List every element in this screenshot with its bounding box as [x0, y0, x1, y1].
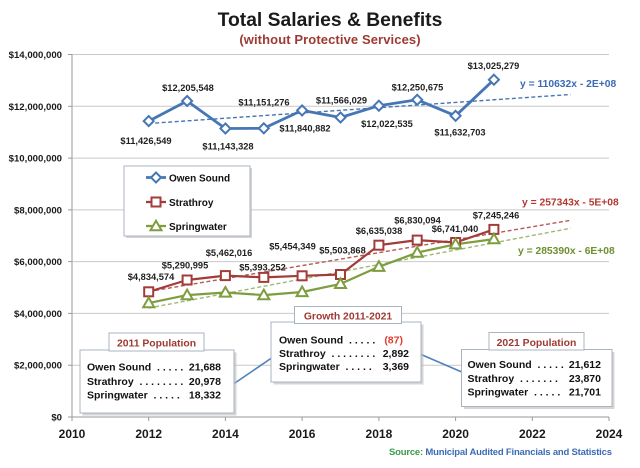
svg-text:20,978: 20,978	[189, 376, 221, 388]
svg-text:21,701: 21,701	[569, 387, 601, 399]
svg-text:$8,000,000: $8,000,000	[14, 205, 62, 216]
svg-text:2016: 2016	[289, 427, 316, 441]
svg-text:$12,250,675: $12,250,675	[392, 83, 444, 93]
svg-text:2014: 2014	[212, 427, 239, 441]
svg-text:Source: Municipal Audited Fina: Source: Municipal Audited Financials and…	[389, 447, 612, 458]
svg-text:y = 110632x - 2E+08: y = 110632x - 2E+08	[520, 79, 616, 90]
svg-text:18,332: 18,332	[189, 390, 221, 402]
svg-text:3,369: 3,369	[383, 361, 409, 373]
svg-text:$11,151,276: $11,151,276	[238, 98, 289, 108]
svg-text:(87): (87)	[384, 335, 403, 347]
svg-text:Growth 2011-2021: Growth 2011-2021	[304, 312, 393, 323]
svg-text:2012: 2012	[135, 427, 162, 441]
svg-text:2018: 2018	[366, 427, 393, 441]
svg-text:$5,290,995: $5,290,995	[162, 261, 209, 271]
svg-text:2022: 2022	[519, 427, 546, 441]
svg-text:y = 257343x - 5E+08: y = 257343x - 5E+08	[522, 198, 619, 209]
svg-text:Strathroy . . . . . . . .: Strathroy . . . . . . . .	[87, 376, 183, 388]
svg-text:Owen Sound . . . . .: Owen Sound . . . . .	[87, 362, 183, 374]
svg-text:Owen Sound: Owen Sound	[169, 174, 230, 185]
svg-text:$13,025,279: $13,025,279	[468, 61, 520, 71]
svg-text:$12,205,548: $12,205,548	[162, 83, 214, 93]
svg-text:2011 Population: 2011 Population	[117, 339, 196, 350]
svg-text:$4,834,574: $4,834,574	[128, 272, 175, 282]
svg-text:Total Salaries & Benefits: Total Salaries & Benefits	[218, 10, 443, 31]
svg-text:Owen Sound . . . . .: Owen Sound . . . . .	[279, 335, 375, 347]
svg-text:$14,000,000: $14,000,000	[9, 50, 62, 61]
svg-text:Springwater . . . . .: Springwater . . . . .	[468, 387, 561, 399]
svg-text:2010: 2010	[59, 427, 86, 441]
svg-text:21,612: 21,612	[569, 359, 601, 371]
svg-text:2024: 2024	[596, 427, 623, 441]
svg-text:$2,000,000: $2,000,000	[14, 361, 62, 372]
svg-text:$12,000,000: $12,000,000	[9, 102, 62, 113]
svg-text:$5,462,016: $5,462,016	[206, 248, 253, 258]
svg-text:$10,000,000: $10,000,000	[9, 154, 62, 165]
svg-text:Springwater: Springwater	[169, 222, 227, 233]
svg-text:$6,830,094: $6,830,094	[394, 216, 441, 226]
svg-text:2,892: 2,892	[383, 348, 409, 360]
svg-text:$5,503,868: $5,503,868	[319, 246, 366, 256]
svg-text:$5,393,252: $5,393,252	[239, 263, 286, 273]
svg-text:$0: $0	[51, 413, 62, 424]
svg-text:(without Protective Services): (without Protective Services)	[239, 32, 420, 47]
svg-text:$6,741,040: $6,741,040	[432, 224, 479, 234]
svg-text:$11,566,029: $11,566,029	[316, 96, 367, 106]
svg-text:$6,000,000: $6,000,000	[14, 257, 62, 268]
svg-text:$4,000,000: $4,000,000	[14, 309, 62, 320]
svg-text:Owen Sound . . . . .: Owen Sound . . . . .	[468, 359, 564, 371]
svg-text:$5,454,349: $5,454,349	[269, 242, 316, 252]
svg-text:Strathroy . . . . . . .: Strathroy . . . . . . .	[468, 373, 559, 385]
svg-text:2021 Population: 2021 Population	[497, 338, 577, 349]
svg-text:$11,426,549: $11,426,549	[120, 136, 171, 146]
svg-text:21,688: 21,688	[189, 362, 221, 374]
svg-text:Strathroy: Strathroy	[169, 198, 214, 209]
svg-text:Strathroy . . . . . . . .: Strathroy . . . . . . . .	[279, 348, 375, 360]
svg-text:$11,632,703: $11,632,703	[434, 128, 485, 138]
svg-text:$6,635,038: $6,635,038	[356, 226, 403, 236]
svg-text:y = 285390x - 6E+08: y = 285390x - 6E+08	[518, 246, 615, 257]
svg-text:$7,245,246: $7,245,246	[473, 211, 520, 221]
svg-text:Springwater . . . . .: Springwater . . . . .	[279, 361, 372, 373]
svg-text:$11,143,328: $11,143,328	[202, 142, 253, 152]
svg-text:Springwater . . . . .: Springwater . . . . .	[87, 390, 180, 402]
svg-text:$11,840,882: $11,840,882	[279, 124, 330, 134]
svg-text:23,870: 23,870	[569, 373, 601, 385]
svg-text:2020: 2020	[442, 427, 469, 441]
svg-text:$12,022,535: $12,022,535	[361, 119, 413, 129]
